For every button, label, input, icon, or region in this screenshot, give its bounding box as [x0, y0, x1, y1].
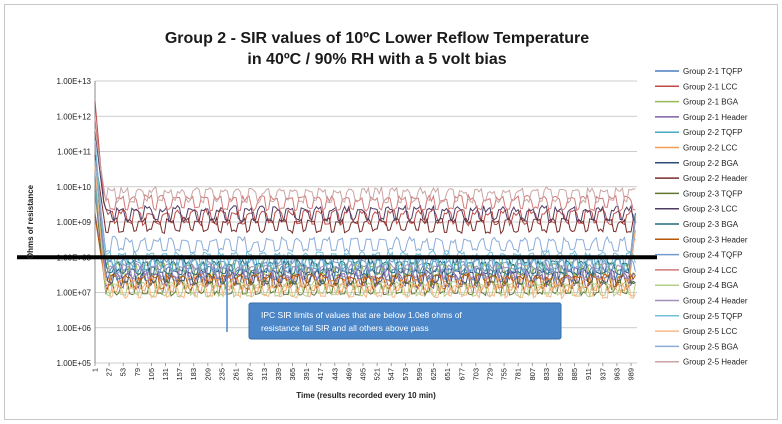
chart-canvas: Group 2 - SIR values of 10ºC Lower Reflo… [17, 30, 748, 400]
legend-label: Group 2-4 LCC [683, 266, 737, 275]
x-tick-label: 937 [598, 368, 607, 381]
legend-label: Group 2-5 Header [683, 358, 748, 367]
x-tick-label: 885 [570, 368, 579, 381]
x-tick-label: 261 [232, 368, 241, 381]
y-tick-label: 1.00E+06 [57, 324, 92, 333]
series-line [94, 101, 636, 227]
x-tick-label: 287 [246, 368, 255, 381]
x-tick-label: 989 [627, 368, 636, 381]
series-line [94, 161, 636, 255]
x-tick-label: 443 [330, 368, 339, 381]
x-tick-label: 53 [119, 368, 128, 376]
legend-label: Group 2-1 LCC [683, 82, 737, 91]
legend-label: Group 2-2 TQFP [683, 128, 742, 137]
annotation-box [248, 302, 562, 340]
x-tick-label: 963 [612, 368, 621, 381]
series-line [94, 192, 636, 276]
x-tick-label: 1 [91, 368, 100, 372]
x-tick-label: 469 [344, 368, 353, 381]
x-tick-label: 573 [401, 368, 410, 381]
chart-title-line-2: in 40ºC / 90% RH with a 5 volt bias [247, 51, 506, 68]
y-axis-label: Ohms of resistance [26, 184, 35, 259]
chart-title-line-1: Group 2 - SIR values of 10ºC Lower Reflo… [165, 30, 589, 47]
y-tick-label: 1.00E+13 [57, 77, 92, 86]
annotation-text-line-1: IPC SIR limits of values that are below … [261, 310, 462, 320]
x-tick-label: 79 [133, 368, 142, 376]
legend-label: Group 2-3 Header [683, 235, 748, 244]
x-tick-label: 365 [288, 368, 297, 381]
x-tick-label: 495 [359, 368, 368, 381]
series-line [94, 129, 636, 205]
legend-label: Group 2-5 TQFP [683, 312, 742, 321]
series-line [94, 140, 636, 268]
x-tick-label: 235 [217, 368, 226, 381]
series-line [94, 143, 636, 282]
y-tick-labels: 1.00E+051.00E+061.00E+071.00E+081.00E+09… [57, 77, 92, 368]
x-tick-label: 27 [105, 368, 114, 376]
x-tick-label: 833 [542, 368, 551, 381]
legend-label: Group 2-3 TQFP [683, 189, 742, 198]
series-line [94, 119, 636, 212]
y-tick-label: 1.00E+05 [57, 359, 92, 368]
legend-label: Group 2-1 TQFP [683, 67, 742, 76]
series-line [94, 160, 636, 286]
series-line [94, 165, 636, 301]
chart-frame: Group 2 - SIR values of 10ºC Lower Reflo… [4, 4, 778, 420]
x-tick-label: 209 [203, 368, 212, 381]
x-tick-label: 625 [429, 368, 438, 381]
x-tick-label: 157 [175, 368, 184, 381]
x-tick-label: 131 [161, 368, 170, 381]
legend: Group 2-1 TQFP Group 2-1 LCC Group 2-1 BGA… [655, 67, 748, 367]
x-tick-label: 521 [373, 368, 382, 381]
x-tick-label: 703 [471, 368, 480, 381]
legend-label: Group 2-2 LCC [683, 144, 737, 153]
legend-label: Group 2-2 BGA [683, 159, 739, 168]
x-tick-label: 755 [500, 368, 509, 381]
x-tick-label: 339 [274, 368, 283, 381]
x-tick-label: 417 [316, 368, 325, 381]
x-tick-labels: 1 27 53 79 105 131 157 183 209 235 261 287 313 339 365… [91, 363, 636, 381]
legend-label: Group 2-1 Header [683, 113, 748, 122]
legend-label: Group 2-5 BGA [683, 342, 739, 351]
x-tick-label: 677 [457, 368, 466, 381]
legend-label: Group 2-4 TQFP [683, 251, 742, 260]
x-tick-label: 911 [584, 368, 593, 380]
series-line [94, 130, 636, 223]
x-tick-label: 183 [189, 368, 198, 381]
series-lines [94, 101, 636, 301]
x-tick-label: 859 [556, 368, 565, 381]
x-tick-label: 651 [443, 368, 452, 381]
legend-label: Group 2-4 BGA [683, 281, 739, 290]
x-tick-label: 781 [514, 368, 523, 381]
x-tick-label: 547 [387, 368, 396, 381]
y-tick-label: 1.00E+10 [57, 183, 92, 192]
annotation-text-line-2: resistance fail SIR and all others above… [261, 323, 429, 333]
legend-label: Group 2-4 Header [683, 297, 748, 306]
legend-label: Group 2-2 Header [683, 174, 748, 183]
y-tick-label: 1.00E+11 [57, 148, 91, 157]
x-axis-label: Time (results recorded every 10 min) [296, 391, 436, 400]
series-line [94, 216, 636, 291]
x-tick-label: 729 [485, 368, 494, 381]
legend-label: Group 2-3 BGA [683, 220, 739, 229]
y-tick-label: 1.00E+07 [57, 289, 92, 298]
y-tick-label: 1.00E+12 [57, 112, 92, 121]
x-tick-label: 391 [302, 368, 311, 381]
x-tick-label: 807 [528, 368, 537, 381]
x-tick-label: 599 [415, 368, 424, 381]
x-tick-label: 313 [260, 368, 269, 381]
legend-label: Group 2-5 LCC [683, 327, 737, 336]
x-tick-label: 105 [147, 368, 156, 381]
y-tick-label: 1.00E+09 [57, 218, 92, 227]
legend-label: Group 2-3 LCC [683, 205, 737, 214]
legend-label: Group 2-1 BGA [683, 98, 739, 107]
